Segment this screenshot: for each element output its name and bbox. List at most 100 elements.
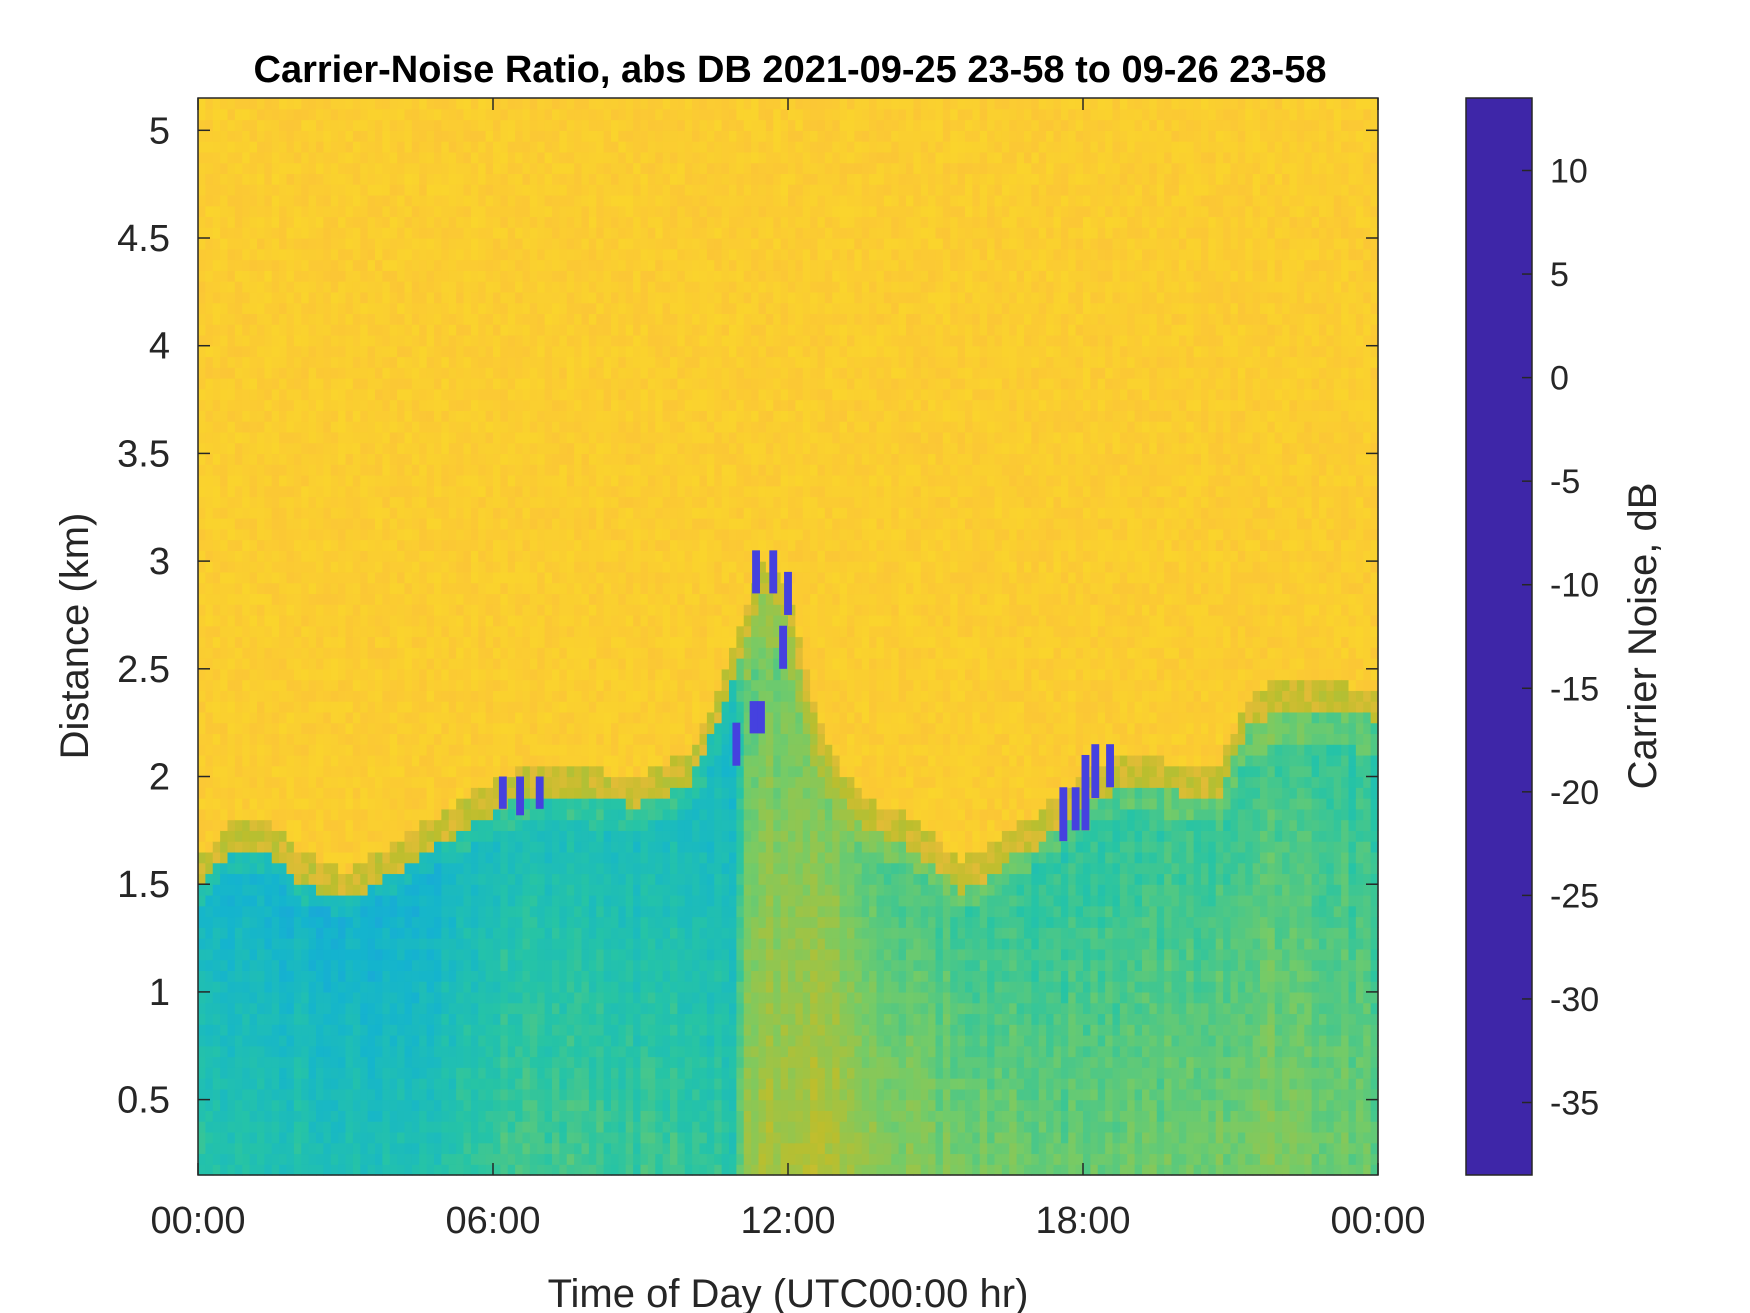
heatmap-cell	[456, 238, 465, 250]
heatmap-cell	[345, 841, 354, 853]
heatmap-cell	[544, 550, 553, 562]
heatmap-cell	[434, 173, 442, 185]
heatmap-cell	[227, 1013, 236, 1025]
heatmap-cell	[375, 873, 383, 885]
heatmap-cell	[448, 830, 457, 842]
heatmap-cell	[389, 614, 398, 627]
heatmap-cell	[389, 474, 398, 487]
heatmap-cell	[515, 410, 524, 422]
heatmap-cell	[441, 927, 450, 939]
heatmap-cell	[360, 216, 369, 228]
heatmap-cell	[279, 701, 288, 713]
heatmap-cell	[242, 604, 251, 616]
heatmap-cell	[352, 108, 361, 121]
heatmap-cell	[404, 1056, 413, 1068]
heatmap-cell	[456, 754, 465, 767]
heatmap-cell	[301, 754, 310, 767]
heatmap-cell	[323, 410, 332, 422]
heatmap-cell	[478, 636, 487, 648]
heatmap-cell	[316, 238, 324, 250]
heatmap-cell	[271, 205, 280, 218]
heatmap-cell	[323, 291, 332, 304]
heatmap-cell	[264, 324, 273, 336]
heatmap-cell	[515, 754, 524, 767]
heatmap-cell	[441, 841, 450, 853]
heatmap-cell	[360, 270, 369, 282]
heatmap-cell	[249, 571, 258, 584]
heatmap-cell	[308, 701, 317, 713]
heatmap-cell	[338, 851, 347, 864]
heatmap-cell	[426, 119, 435, 131]
heatmap-cell	[493, 518, 501, 530]
heatmap-cell	[360, 668, 369, 681]
heatmap-cell	[316, 1002, 324, 1015]
heatmap-cell	[434, 1078, 442, 1090]
heatmap-cell	[397, 819, 406, 831]
heatmap-cell	[470, 238, 479, 250]
heatmap-cell	[330, 130, 339, 142]
heatmap-cell	[478, 216, 487, 228]
heatmap-cell	[220, 733, 229, 745]
heatmap-cell	[198, 216, 206, 228]
heatmap-cell	[330, 711, 339, 724]
heatmap-cell	[360, 410, 369, 422]
heatmap-cell	[397, 754, 406, 767]
heatmap-cell	[544, 518, 553, 530]
heatmap-cell	[316, 571, 324, 584]
heatmap-cell	[456, 216, 465, 228]
heatmap-cell	[382, 819, 391, 831]
heatmap-cell	[249, 561, 258, 573]
heatmap-cell	[360, 356, 369, 368]
heatmap-cell	[286, 442, 295, 455]
heatmap-cell	[552, 981, 560, 993]
heatmap-cell	[227, 356, 236, 368]
heatmap-cell	[367, 184, 376, 196]
heatmap-cell	[234, 324, 243, 336]
heatmap-cell	[419, 539, 428, 551]
heatmap-cell	[559, 668, 568, 681]
heatmap-cell	[220, 356, 229, 368]
heatmap-cell	[434, 948, 442, 961]
heatmap-cell	[559, 248, 568, 261]
heatmap-cell	[463, 711, 472, 724]
heatmap-cell	[338, 291, 347, 304]
heatmap-cell	[375, 561, 383, 573]
heatmap-cell	[227, 571, 236, 584]
heatmap-cell	[448, 550, 457, 562]
heatmap-cell	[279, 862, 288, 875]
heatmap-cell	[463, 281, 472, 293]
heatmap-cell	[470, 679, 479, 691]
heatmap-cell	[286, 571, 295, 584]
heatmap-cell	[419, 205, 428, 218]
heatmap-cell	[515, 539, 524, 551]
heatmap-cell	[441, 507, 450, 519]
heatmap-cell	[389, 410, 398, 422]
heatmap-cell	[212, 862, 221, 875]
heatmap-cell	[367, 1088, 376, 1101]
heatmap-cell	[264, 259, 273, 271]
heatmap-cell	[515, 550, 524, 562]
heatmap-cell	[485, 647, 494, 659]
heatmap-cell	[257, 625, 265, 638]
heatmap-cell	[293, 474, 302, 487]
heatmap-cell	[537, 216, 546, 228]
heatmap-cell	[330, 948, 339, 961]
heatmap-cell	[212, 765, 221, 778]
heatmap-cell	[264, 151, 273, 164]
heatmap-cell	[515, 356, 524, 368]
heatmap-cell	[279, 1153, 288, 1165]
heatmap-cell	[212, 970, 221, 982]
heatmap-cell	[515, 431, 524, 444]
heatmap-cell	[257, 798, 265, 810]
heatmap-cell	[308, 658, 317, 670]
heatmap-cell	[522, 819, 531, 831]
heatmap-cell	[434, 356, 442, 368]
heatmap-cell	[286, 485, 295, 498]
heatmap-cell	[367, 356, 376, 368]
heatmap-cell	[234, 776, 243, 788]
heatmap-cell	[308, 410, 317, 422]
heatmap-cell	[441, 205, 450, 218]
heatmap-cell	[434, 453, 442, 465]
heatmap-cell	[544, 862, 553, 875]
heatmap-cell	[257, 227, 265, 239]
